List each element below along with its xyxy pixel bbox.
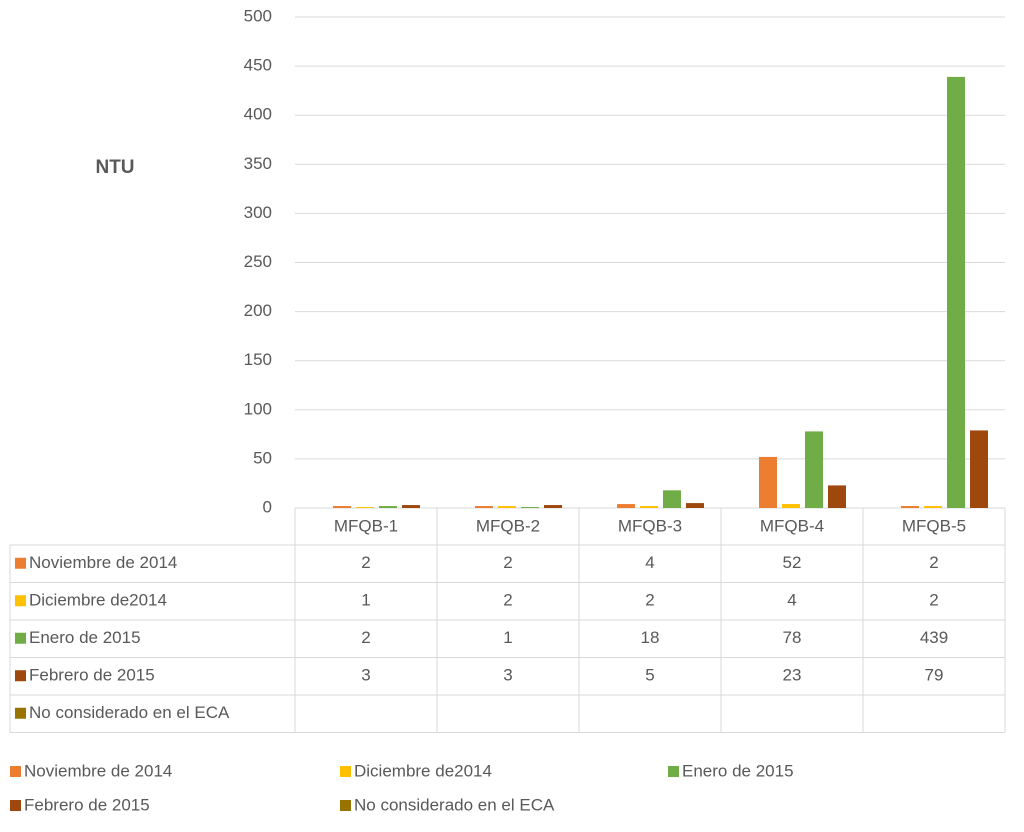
table-cell: 23 — [783, 666, 802, 685]
x-tick-label: MFQB-4 — [760, 516, 824, 535]
table-cell: 1 — [361, 591, 370, 610]
table-cell: 4 — [787, 591, 796, 610]
legend-label: Enero de 2015 — [682, 761, 794, 780]
table-row-label: Enero de 2015 — [29, 628, 141, 647]
bar — [617, 504, 635, 508]
table-cell: 2 — [361, 628, 370, 647]
bar — [782, 504, 800, 508]
table-cell: 79 — [925, 666, 944, 685]
table-cell: 5 — [645, 666, 654, 685]
y-tick-label: 0 — [263, 497, 272, 516]
bar — [640, 506, 658, 508]
legend-key — [10, 800, 21, 811]
bar — [759, 456, 777, 508]
y-tick-label: 300 — [244, 203, 272, 222]
table-cell: 78 — [783, 628, 802, 647]
table-row-label: Noviembre de 2014 — [29, 553, 177, 572]
table-row-label: Febrero de 2015 — [29, 666, 155, 685]
table-cell: 18 — [641, 628, 660, 647]
table-legend-key — [15, 595, 26, 607]
bar — [805, 431, 823, 508]
legend-label: No considerado en el ECA — [354, 795, 555, 814]
legend-key — [340, 800, 351, 811]
bar — [970, 430, 988, 508]
legend-key — [340, 766, 351, 777]
x-tick-label: MFQB-3 — [618, 516, 682, 535]
bar — [333, 506, 351, 508]
table-cell: 439 — [920, 628, 948, 647]
table-cell: 1 — [503, 628, 512, 647]
legend-label: Febrero de 2015 — [24, 795, 150, 814]
bar — [356, 507, 374, 508]
y-tick-label: 500 — [244, 6, 272, 25]
table-cell: 3 — [503, 666, 512, 685]
bar — [947, 76, 965, 508]
y-tick-label: 250 — [244, 252, 272, 271]
bar — [924, 506, 942, 508]
table-row-label: Diciembre de2014 — [29, 591, 167, 610]
bar — [544, 505, 562, 508]
bar — [475, 506, 493, 508]
bar — [828, 485, 846, 508]
table-cell: 52 — [783, 553, 802, 572]
x-tick-label: MFQB-2 — [476, 516, 540, 535]
y-tick-label: 100 — [244, 399, 272, 418]
bar — [686, 503, 704, 508]
y-tick-label: 350 — [244, 154, 272, 173]
bar — [663, 490, 681, 508]
y-tick-label: 50 — [253, 448, 272, 467]
table-cell: 2 — [929, 553, 938, 572]
legend-key — [10, 766, 21, 777]
bar — [901, 506, 919, 508]
bar — [402, 505, 420, 508]
table-legend-key — [15, 557, 26, 569]
table-cell: 2 — [361, 553, 370, 572]
legend-key — [668, 766, 679, 777]
table-legend-key — [15, 632, 26, 644]
y-axis-label: NTU — [95, 157, 134, 178]
table-cell: 2 — [503, 553, 512, 572]
bar — [498, 506, 516, 508]
table-legend-key — [15, 670, 26, 682]
table-cell: 2 — [503, 591, 512, 610]
x-tick-label: MFQB-1 — [334, 516, 398, 535]
y-tick-label: 200 — [244, 301, 272, 320]
table-legend-key — [15, 707, 26, 719]
table-cell: 3 — [361, 666, 370, 685]
table-cell: 2 — [645, 591, 654, 610]
legend-label: Noviembre de 2014 — [24, 761, 172, 780]
y-tick-label: 400 — [244, 105, 272, 124]
y-tick-label: 150 — [244, 350, 272, 369]
y-tick-label: 450 — [244, 56, 272, 75]
legend-label: Diciembre de2014 — [354, 761, 492, 780]
bar — [521, 507, 539, 508]
table-row-label: No considerado en el ECA — [29, 703, 230, 722]
table-cell: 2 — [929, 591, 938, 610]
table-cell: 4 — [645, 553, 654, 572]
bar — [379, 506, 397, 508]
x-tick-label: MFQB-5 — [902, 516, 966, 535]
